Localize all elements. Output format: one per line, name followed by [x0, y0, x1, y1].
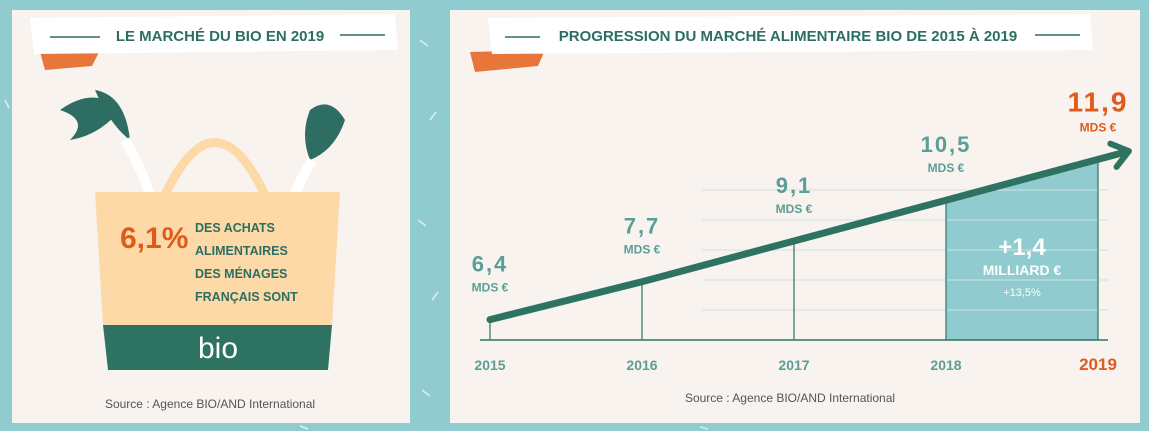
value-label: 6,4 — [472, 252, 509, 277]
chart-title: PROGRESSION DU MARCHÉ ALIMENTAIRE BIO DE… — [559, 28, 1017, 45]
unit-label: MDS € — [624, 243, 661, 257]
value-label: 11,9 — [1068, 86, 1129, 117]
source: Source : Agence BIO/AND International — [105, 397, 315, 411]
annotation-percent: +13,5% — [1003, 287, 1041, 299]
description-line: ALIMENTAIRES — [195, 244, 288, 258]
description-line: FRANÇAIS SONT — [195, 290, 298, 304]
x-tick-label: 2017 — [778, 357, 809, 373]
value-label: 10,5 — [921, 132, 972, 157]
title-ribbon — [30, 14, 398, 54]
x-tick-label: 2018 — [930, 357, 961, 373]
speckles — [4, 39, 709, 430]
left-title: LE MARCHÉ DU BIO EN 2019 — [116, 28, 324, 45]
accent — [470, 50, 545, 72]
accent — [40, 50, 100, 70]
arrow-head — [1107, 140, 1132, 170]
source: Source : Agence BIO/AND International — [685, 391, 895, 405]
unit-label: MDS € — [1080, 120, 1117, 134]
line — [486, 155, 1102, 324]
unit-label: MDS € — [928, 161, 965, 175]
arrow-shaft — [1097, 147, 1130, 163]
annotation-unit: MILLIARD € — [983, 262, 1062, 278]
x-tick-label: 2015 — [474, 357, 505, 373]
x-tick-label: 2019 — [1079, 355, 1117, 374]
ribbon-lines — [50, 34, 1080, 38]
annotation-change: +1,4 — [998, 234, 1046, 261]
badge: bio — [198, 332, 238, 365]
unit-label: MDS € — [472, 281, 509, 295]
title-ribbon — [488, 14, 1093, 54]
description-line: DES ACHATS — [195, 221, 275, 235]
value-label: 7,7 — [624, 214, 661, 239]
unit-label: MDS € — [776, 202, 813, 216]
x-tick-label: 2016 — [626, 357, 657, 373]
value-label: 9,1 — [776, 173, 813, 198]
share: 6,1% — [120, 222, 188, 255]
description-line: DES MÉNAGES — [195, 266, 287, 281]
bag-illustration — [60, 90, 345, 370]
